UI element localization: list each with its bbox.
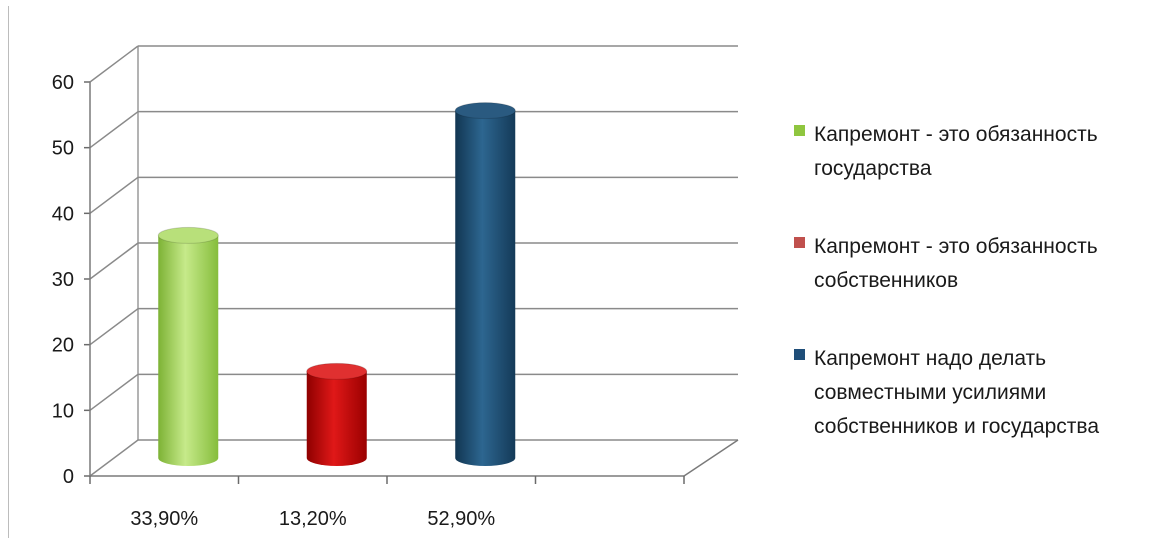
bar-body [455,110,516,466]
frame-left-edge [8,6,9,538]
gridline-side [89,308,139,346]
x-category-label: 13,20% [279,508,347,530]
legend-label-joint: Капремонт надо делать совместными усилия… [814,342,1156,444]
gridline-side [89,45,139,83]
legend-label-line: государства [814,157,932,180]
gridline-side [89,176,139,214]
bar-top [306,362,368,380]
legend-label-owners: Капремонт - это обязанность собственнико… [814,230,1156,298]
bar-2 [306,362,368,466]
y-tick-label: 10 [52,400,74,422]
bar-3 [454,102,516,466]
x-category-label: 33,90% [130,508,198,530]
gridline-side [89,373,139,411]
legend-swatch-red [794,237,805,248]
bar-top [157,226,219,244]
x-category-label: 52,90% [427,508,495,530]
legend-label-state: Капремонт - это обязанность государства [814,118,1156,186]
legend-swatch-green [794,125,805,136]
legend: Капремонт - это обязанность государства … [786,118,1156,488]
y-tick-label: 0 [63,466,74,488]
legend-label-line: собственников и государства [814,415,1100,438]
gridline-side [89,439,139,477]
bar-body [158,235,219,466]
gridline-side [89,242,139,280]
y-tick-label: 20 [52,335,74,357]
y-tick-label: 40 [52,203,74,225]
legend-item-joint: Капремонт надо делать совместными усилия… [786,342,1156,444]
legend-item-owners: Капремонт - это обязанность собственнико… [786,230,1156,298]
y-tick-label: 30 [52,269,74,291]
legend-label-line: совместными усилиями [814,381,1047,404]
gridline-side [89,111,139,149]
legend-item-state: Капремонт - это обязанность государства [786,118,1156,186]
legend-label-line: Капремонт - это обязанность [814,235,1098,258]
legend-label-line: Капремонт - это обязанность [814,123,1098,146]
legend-swatch-blue [794,349,805,360]
bar-top [454,102,516,120]
bar-body [306,371,367,466]
bar-1 [157,226,219,466]
legend-label-line: Капремонт надо делать [814,347,1047,370]
legend-label-line: собственников [814,269,959,292]
y-tick-label: 50 [52,138,74,160]
y-tick-label: 60 [52,72,74,94]
floor-right-edge [683,439,739,477]
